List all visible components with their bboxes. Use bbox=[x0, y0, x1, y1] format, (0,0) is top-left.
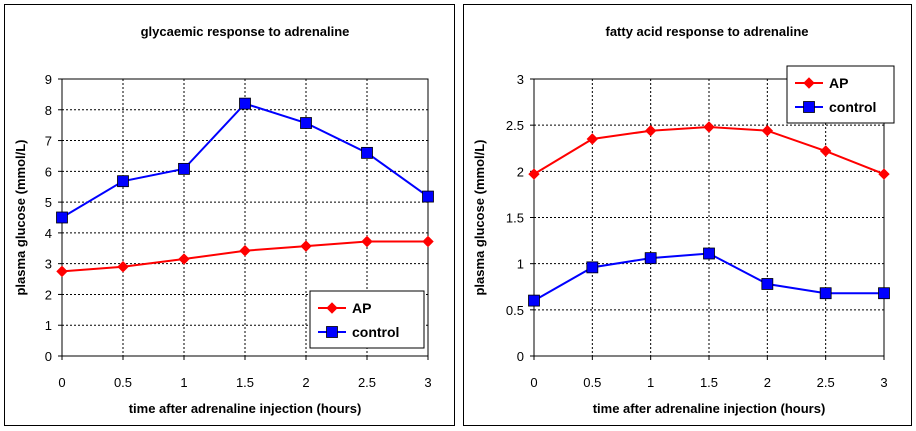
x-tick-label: 2 bbox=[302, 375, 309, 390]
data-point-ap bbox=[644, 124, 657, 137]
y-axis-label: plasma glucose (mmol/L) bbox=[472, 139, 487, 295]
chart-panel-fatty-acid: 0 0.5 1 1.5 2 2.5 3 0 0.5 1 1.5 2 2.5 3 fatty acid res… bbox=[463, 4, 912, 426]
data-point-ap bbox=[239, 245, 251, 257]
legend-marker-ap bbox=[326, 302, 338, 314]
data-point-control bbox=[761, 278, 774, 290]
data-point-control bbox=[819, 287, 832, 300]
x-tick-label: 0.5 bbox=[583, 375, 601, 390]
data-point-control bbox=[178, 162, 190, 175]
data-point-ap bbox=[586, 133, 599, 145]
data-point-ap bbox=[361, 235, 373, 248]
y-tick-label: 7 bbox=[45, 134, 52, 149]
legend-box bbox=[786, 65, 895, 124]
y-tick-label: 1 bbox=[517, 257, 524, 272]
data-point-control bbox=[117, 175, 129, 188]
data-point-ap bbox=[761, 124, 774, 137]
legend-box bbox=[309, 290, 425, 349]
y-tick-label: 2.5 bbox=[506, 118, 524, 133]
data-point-ap bbox=[819, 145, 832, 157]
data-point-ap bbox=[117, 261, 129, 273]
data-point-ap bbox=[300, 240, 312, 252]
y-tick-label: 3 bbox=[45, 257, 52, 272]
data-point-ap bbox=[56, 265, 68, 278]
x-tick-label: 3 bbox=[424, 375, 431, 390]
y-tick-label: 0.5 bbox=[506, 303, 524, 318]
chart-glycaemic: 0 1 2 3 4 5 6 7 8 9 0 0.5 1 1.5 2 2.5 3 glycaemic respons… bbox=[13, 24, 434, 416]
data-point-control bbox=[528, 294, 540, 307]
x-tick-label: 0.5 bbox=[114, 375, 132, 390]
chart-panel-glycaemic: 0 1 2 3 4 5 6 7 8 9 0 0.5 1 1.5 2 2.5 3 glycaemic respons… bbox=[4, 4, 455, 426]
data-point-ap bbox=[528, 168, 540, 180]
chart-title: fatty acid response to adrenaline bbox=[605, 24, 808, 39]
y-tick-label: 2 bbox=[517, 164, 524, 179]
legend-marker-ap bbox=[803, 77, 815, 89]
x-axis-label: time after adrenaline injection (hours) bbox=[593, 401, 826, 416]
legend-marker-control bbox=[803, 101, 815, 113]
data-point-ap bbox=[703, 121, 715, 133]
legend-label-control: control bbox=[829, 99, 876, 115]
data-point-control bbox=[239, 97, 251, 110]
data-point-ap bbox=[178, 253, 190, 265]
y-tick-label: 6 bbox=[45, 164, 52, 179]
x-tick-label: 3 bbox=[880, 375, 887, 390]
chart-fatty-acid: 0 0.5 1 1.5 2 2.5 3 0 0.5 1 1.5 2 2.5 3 fatty acid res… bbox=[472, 24, 895, 416]
data-point-ap bbox=[422, 235, 434, 248]
data-point-control bbox=[586, 261, 599, 274]
y-tick-label: 0 bbox=[45, 349, 52, 364]
x-tick-label: 1.5 bbox=[700, 375, 718, 390]
legend-label-ap: AP bbox=[829, 75, 848, 91]
legend-label-ap: AP bbox=[352, 300, 371, 316]
data-point-control bbox=[56, 211, 68, 224]
x-tick-label: 0 bbox=[58, 375, 65, 390]
y-tick-label: 3 bbox=[517, 72, 524, 87]
legend-marker-control bbox=[326, 326, 338, 338]
data-point-ap bbox=[878, 168, 890, 180]
x-tick-label: 2 bbox=[764, 375, 771, 390]
y-tick-label: 1 bbox=[45, 318, 52, 333]
data-point-control bbox=[703, 247, 715, 260]
y-axis-label: plasma glucose (mmol/L) bbox=[13, 139, 28, 295]
data-point-control bbox=[361, 146, 373, 159]
y-tick-label: 9 bbox=[45, 72, 52, 87]
chart-title: glycaemic response to adrenaline bbox=[141, 24, 350, 39]
x-tick-label: 1.5 bbox=[236, 375, 254, 390]
data-point-control bbox=[644, 252, 657, 265]
y-tick-label: 1.5 bbox=[506, 211, 524, 226]
x-tick-label: 2.5 bbox=[817, 375, 835, 390]
y-tick-label: 2 bbox=[45, 287, 52, 302]
x-tick-label: 0 bbox=[530, 375, 537, 390]
x-tick-label: 1 bbox=[180, 375, 187, 390]
y-tick-label: 4 bbox=[45, 226, 52, 241]
y-tick-label: 0 bbox=[517, 349, 524, 364]
y-tick-label: 5 bbox=[45, 195, 52, 210]
data-point-control bbox=[878, 287, 890, 300]
x-axis-label: time after adrenaline injection (hours) bbox=[129, 401, 362, 416]
data-point-control bbox=[422, 190, 434, 203]
data-point-control bbox=[300, 117, 312, 129]
y-tick-label: 8 bbox=[45, 103, 52, 118]
x-tick-label: 2.5 bbox=[358, 375, 376, 390]
x-tick-label: 1 bbox=[647, 375, 654, 390]
legend-label-control: control bbox=[352, 324, 399, 340]
